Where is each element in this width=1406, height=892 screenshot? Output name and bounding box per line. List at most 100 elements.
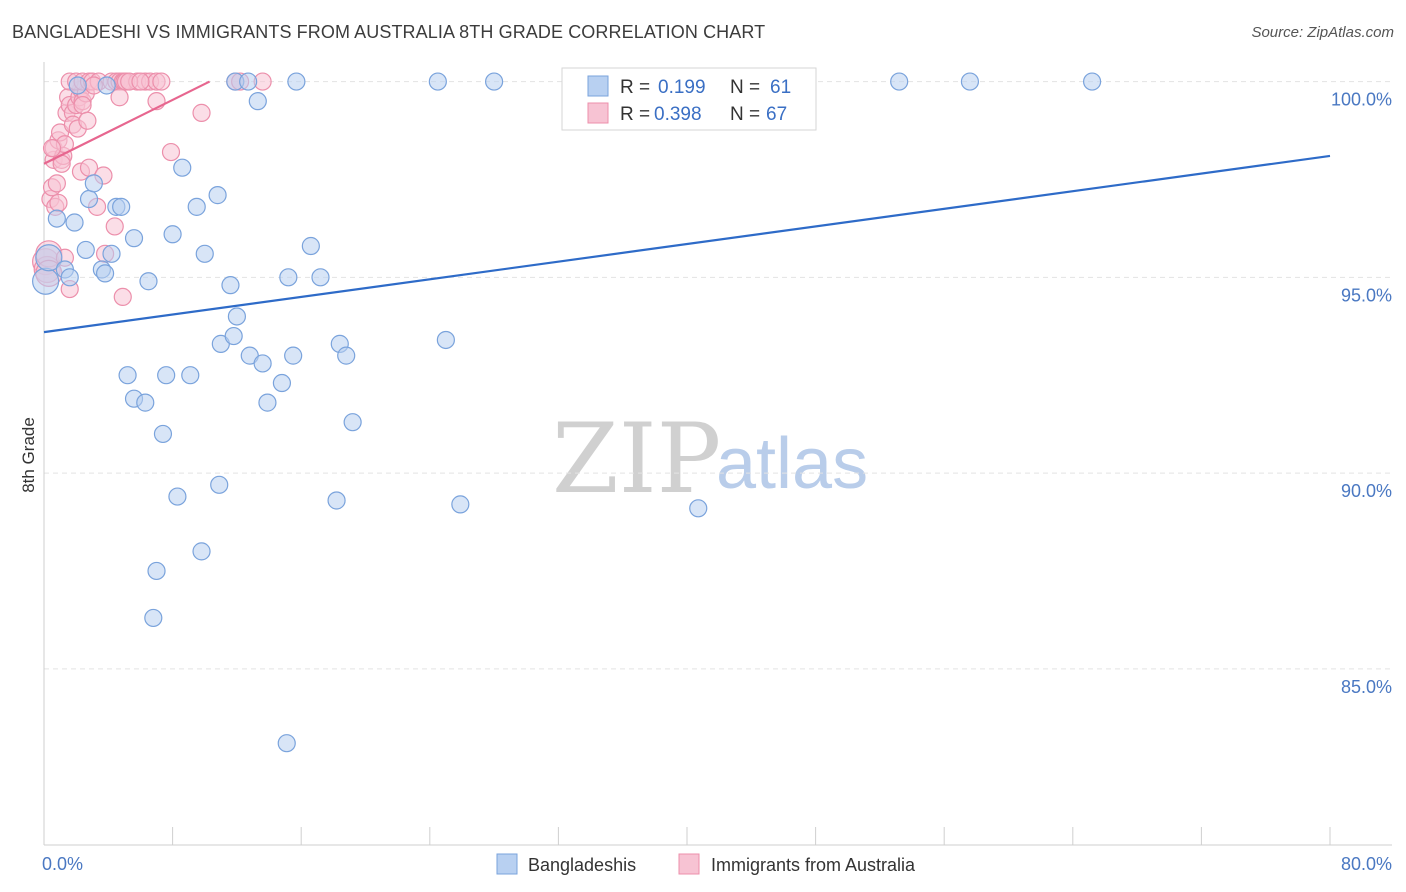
australia-point-66 [78, 111, 97, 130]
trendline-bangladeshis [43, 154, 1331, 334]
bangladeshi-point-8 [84, 174, 103, 193]
bangladeshi-point-28 [287, 72, 306, 91]
y-tick-label-85: 85.0% [1341, 677, 1392, 697]
y-axis-label: 8th Grade [19, 417, 38, 493]
stats-r-label-pink: R = [620, 104, 650, 125]
watermark-zip: ZIP [552, 403, 721, 515]
bangladeshi-point-0 [32, 267, 60, 295]
trendline-immigrants-from-australia [43, 80, 211, 165]
bangladeshi-point-59 [192, 542, 211, 561]
gridlines [44, 81, 1392, 670]
australia-point-8 [47, 174, 66, 193]
bangladeshi-point-10 [95, 264, 115, 283]
bangladeshi-point-44 [337, 346, 356, 365]
stats-r-value-blue: 0.199 [658, 77, 706, 98]
axes [43, 62, 1392, 846]
chart-title: BANGLADESHI VS IMMIGRANTS FROM AUSTRALIA… [12, 22, 766, 42]
series-bangladeshis-points [32, 72, 1102, 753]
bangladeshi-point-27 [248, 92, 267, 111]
legend-label-immigrants-from-australia: Immigrants from Australia [711, 855, 916, 875]
stats-n-value-pink: 67 [766, 104, 787, 125]
bangladeshi-point-55 [210, 475, 229, 494]
stats-n-label-pink: N = [730, 104, 760, 125]
source-credit: Source: ZipAtlas.com [1251, 24, 1394, 41]
bangladeshi-point-20 [208, 186, 227, 205]
bangladeshi-point-51 [258, 393, 277, 412]
bangladeshi-point-49 [157, 366, 176, 385]
bangladeshi-point-1 [35, 244, 63, 272]
bangladeshi-point-24 [97, 76, 116, 95]
watermark-atlas: atlas [716, 424, 868, 504]
australia-point-59 [49, 193, 68, 213]
bangladeshi-point-52 [153, 424, 173, 444]
bangladeshi-point-21 [221, 276, 240, 295]
bangladeshi-point-4 [60, 268, 79, 287]
bangladeshi-point-29 [428, 72, 447, 91]
bangladeshi-point-33 [1082, 72, 1102, 91]
bangladeshi-point-5 [65, 213, 84, 232]
x-tick-label-min: 0.0% [42, 854, 83, 874]
australia-point-41 [152, 72, 171, 91]
bangladeshi-point-7 [79, 189, 99, 209]
australia-point-47 [192, 103, 211, 122]
bangladeshi-point-26 [239, 72, 258, 91]
bangladeshi-point-19 [195, 244, 214, 263]
bangladeshi-point-18 [187, 197, 206, 216]
y-tick-labels: 85.0% 90.0% 95.0% 100.0% [1331, 90, 1392, 697]
bangladeshi-point-22 [227, 307, 246, 326]
x-tick-label-max: 80.0% [1341, 854, 1392, 874]
legend-swatch-bangladeshis [496, 853, 518, 875]
y-tick-label-95: 95.0% [1341, 285, 1392, 305]
australia-point-55 [105, 217, 124, 236]
legend-swatch-immigrants-from-australia [678, 853, 700, 875]
bangladeshi-point-45 [436, 330, 455, 350]
bangladeshi-point-53 [343, 413, 362, 432]
bangladeshi-point-41 [272, 373, 292, 393]
australia-point-45 [110, 88, 129, 107]
stats-r-value-pink: 0.398 [654, 104, 702, 125]
bangladeshi-point-57 [451, 495, 470, 514]
bangladeshi-point-23 [68, 76, 87, 95]
stats-r-label-blue: R = [620, 77, 650, 98]
bangladeshi-point-42 [284, 346, 303, 365]
y-tick-label-90: 90.0% [1341, 481, 1392, 501]
bangladeshi-point-35 [301, 236, 320, 256]
stats-n-label-blue: N = [730, 77, 760, 98]
bangladeshi-point-31 [890, 72, 909, 91]
bangladeshi-point-2 [47, 209, 66, 228]
bangladeshi-point-60 [147, 561, 166, 581]
bottom-legend: Bangladeshis Immigrants from Australia [496, 853, 916, 875]
bangladeshi-point-16 [163, 225, 182, 244]
bangladeshi-point-14 [124, 229, 144, 248]
bangladeshi-point-17 [173, 158, 192, 177]
stats-legend: R = 0.199 N = 61 R = 0.398 N = 67 [561, 67, 817, 131]
bangladeshi-point-58 [689, 499, 708, 518]
bangladeshi-point-61 [144, 608, 163, 628]
bangladeshi-point-6 [76, 240, 95, 260]
bangladeshi-point-13 [112, 197, 131, 216]
bangladeshi-point-50 [181, 366, 200, 385]
x-tick-labels: 0.0% 80.0% [42, 854, 1392, 874]
australia-point-65 [42, 139, 62, 158]
bangladeshi-point-11 [102, 244, 121, 263]
stats-legend-swatch-pink [587, 102, 609, 124]
stats-n-value-blue: 61 [770, 77, 791, 98]
bangladeshi-point-40 [253, 354, 272, 373]
bangladeshi-point-30 [485, 72, 504, 91]
bangladeshi-point-36 [311, 268, 330, 287]
bangladeshi-point-56 [327, 491, 346, 510]
bangladeshi-point-54 [168, 487, 187, 506]
bangladeshi-point-48 [136, 393, 155, 412]
bangladeshi-point-62 [277, 734, 296, 753]
legend-label-bangladeshis: Bangladeshis [528, 855, 636, 875]
australia-point-48 [161, 142, 181, 162]
stats-legend-swatch-blue [587, 75, 609, 97]
bangladeshi-point-34 [279, 268, 298, 287]
bangladeshi-point-15 [139, 272, 158, 291]
bangladeshi-point-38 [224, 326, 243, 346]
australia-point-57 [113, 287, 132, 306]
y-tick-label-100: 100.0% [1331, 90, 1392, 110]
watermark: ZIP atlas [552, 403, 868, 515]
australia-point-60 [73, 95, 92, 115]
